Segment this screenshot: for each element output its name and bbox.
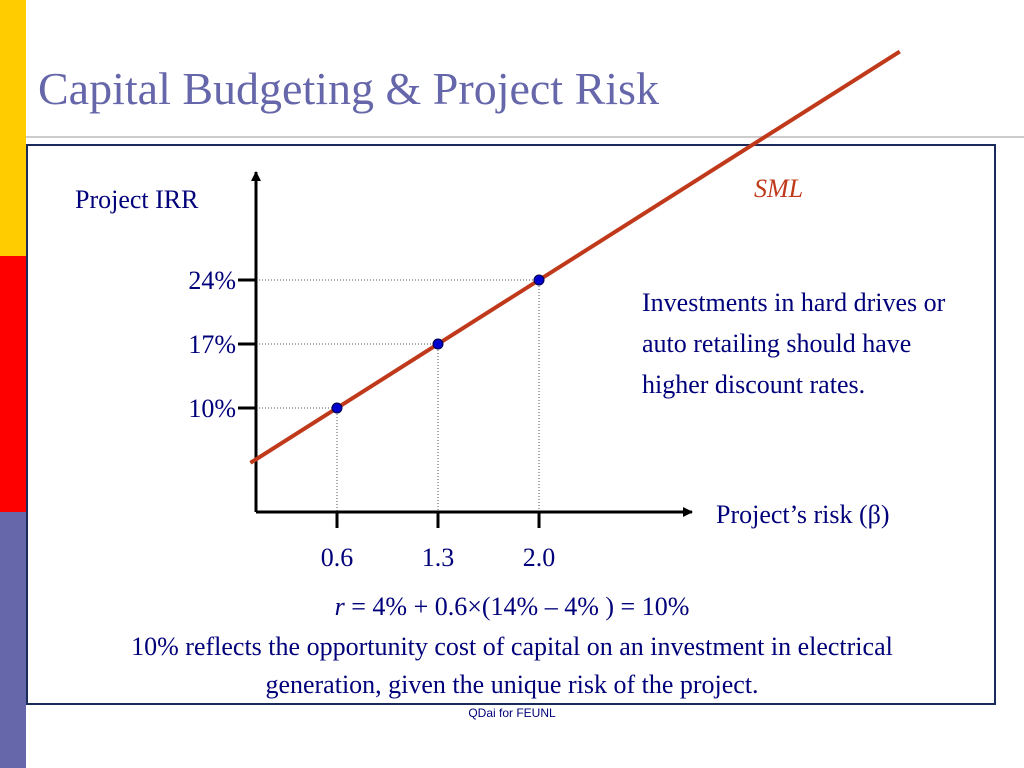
y-tick-label: 17% xyxy=(188,330,236,359)
stripe-yellow xyxy=(0,0,26,256)
footer-text: QDai for FEUNL xyxy=(468,706,556,720)
x-ticks: 0.6 1.3 2.0 xyxy=(321,512,556,572)
guide-lines xyxy=(256,279,540,512)
sml-line xyxy=(249,49,901,465)
data-points xyxy=(331,274,545,414)
formula-expression: = 4% + 0.6×(14% – 4% ) = 10% xyxy=(344,592,690,621)
y-tick-label: 10% xyxy=(188,394,236,423)
title-divider xyxy=(26,136,1024,138)
y-axis-label: Project IRR xyxy=(75,185,199,214)
data-point xyxy=(331,402,343,414)
formula-variable: r xyxy=(334,592,345,621)
stripe-purple xyxy=(0,512,26,768)
content-frame xyxy=(26,144,996,705)
annotation-text: Investments in hard drives or auto retai… xyxy=(642,288,946,399)
x-tick-label: 2.0 xyxy=(523,543,556,572)
y-ticks: 10% 17% 24% xyxy=(188,266,256,423)
x-axis-label: Project’s risk (β) xyxy=(716,500,890,529)
sml-label: SML xyxy=(754,174,803,203)
stripe-red xyxy=(0,256,26,512)
x-tick-label: 1.3 xyxy=(422,543,455,572)
slide-title: Capital Budgeting & Project Risk xyxy=(38,63,659,114)
explanation-note: 10% reflects the opportunity cost of cap… xyxy=(131,632,893,699)
data-point xyxy=(533,274,545,286)
x-tick-label: 0.6 xyxy=(321,543,354,572)
formula: r = 4% + 0.6×(14% – 4% ) = 10% xyxy=(0,592,1024,622)
data-point xyxy=(432,338,444,350)
y-tick-label: 24% xyxy=(188,266,236,295)
